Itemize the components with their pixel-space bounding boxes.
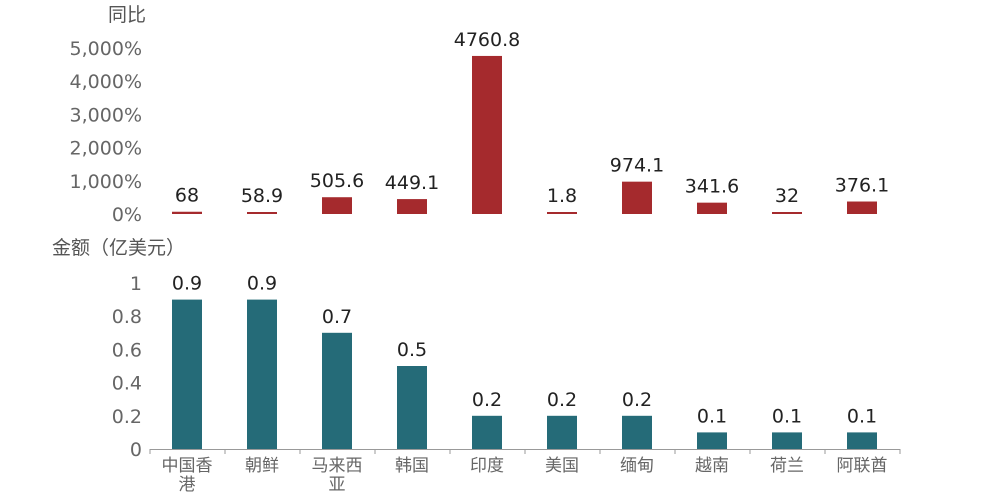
yoy-data-label: 974.1 bbox=[610, 155, 664, 177]
yoy-data-label: 58.9 bbox=[241, 185, 283, 207]
amount-data-label: 0.5 bbox=[397, 339, 427, 361]
amount-y-tick-label: 0.8 bbox=[112, 306, 142, 328]
amount-y-tick-label: 0.2 bbox=[112, 406, 142, 428]
amount-bar bbox=[472, 415, 502, 449]
x-category-label-line: 阿联酋 bbox=[837, 456, 888, 476]
yoy-bar bbox=[772, 212, 802, 214]
x-category-label-line: 马来西 bbox=[312, 456, 363, 476]
yoy-data-label: 449.1 bbox=[385, 172, 439, 194]
yoy-bar bbox=[397, 199, 427, 214]
amount-bar bbox=[397, 366, 427, 449]
x-category-label-line: 越南 bbox=[695, 456, 729, 476]
x-category-label-line: 印度 bbox=[470, 456, 504, 476]
yoy-y-tick-label: 1,000% bbox=[70, 171, 142, 193]
yoy-bar bbox=[847, 201, 877, 214]
amount-bar-chart: 0 0.2 0.4 0.6 0.8 1 0.9 0.9 0.7 0.5 0.2 0.2 0.2 0.1 0.… bbox=[112, 273, 901, 495]
x-category-label: 越南 bbox=[695, 456, 729, 476]
amount-bar bbox=[622, 415, 652, 449]
yoy-data-label: 505.6 bbox=[310, 170, 364, 192]
amount-y-tick-label: 0 bbox=[130, 439, 142, 461]
x-category-label: 朝鲜 bbox=[245, 456, 279, 476]
yoy-bar-chart: 0% 1,000% 2,000% 3,000% 4,000% 5,000% 68 58.9 50… bbox=[70, 29, 890, 226]
yoy-y-tick-label: 0% bbox=[112, 204, 142, 226]
yoy-bar bbox=[247, 212, 277, 214]
yoy-bar bbox=[172, 211, 202, 214]
yoy-bar bbox=[697, 202, 727, 214]
amount-bar bbox=[547, 415, 577, 449]
amount-y-tick-label: 0.4 bbox=[112, 373, 142, 395]
x-category-label: 阿联酋 bbox=[837, 456, 888, 476]
yoy-y-tick-label: 2,000% bbox=[70, 138, 142, 160]
amount-data-label: 0.2 bbox=[622, 389, 652, 411]
amount-data-label: 0.1 bbox=[697, 405, 727, 427]
amount-data-label: 0.2 bbox=[547, 389, 577, 411]
amount-data-label: 0.9 bbox=[247, 273, 277, 295]
yoy-data-label: 341.6 bbox=[685, 176, 739, 198]
amount-bar bbox=[247, 299, 277, 449]
x-category-label: 韩国 bbox=[395, 456, 429, 476]
yoy-data-label: 376.1 bbox=[835, 175, 889, 197]
yoy-data-label: 32 bbox=[775, 185, 799, 207]
x-category-label: 马来西亚 bbox=[312, 456, 363, 495]
x-category-label: 缅甸 bbox=[620, 456, 654, 476]
x-category-label-line: 亚 bbox=[329, 475, 346, 495]
amount-bar bbox=[847, 432, 877, 449]
x-category-label: 印度 bbox=[470, 456, 504, 476]
bottom-axis-title: 金额（亿美元） bbox=[52, 237, 185, 259]
yoy-y-tick-label: 5,000% bbox=[70, 38, 142, 60]
yoy-bar bbox=[547, 212, 577, 214]
x-category-label-line: 韩国 bbox=[395, 456, 429, 476]
x-category-label: 中国香港 bbox=[162, 456, 213, 495]
amount-data-label: 0.1 bbox=[847, 405, 877, 427]
amount-y-tick-label: 1 bbox=[130, 273, 142, 295]
x-category-label: 荷兰 bbox=[770, 456, 804, 476]
x-category-label-line: 朝鲜 bbox=[245, 456, 279, 476]
yoy-y-tick-label: 4,000% bbox=[70, 71, 142, 93]
x-category-label: 美国 bbox=[545, 456, 579, 476]
yoy-y-tick-label: 3,000% bbox=[70, 104, 142, 126]
amount-bar bbox=[697, 432, 727, 449]
yoy-bar bbox=[622, 181, 652, 214]
x-category-label-line: 港 bbox=[179, 475, 196, 495]
amount-data-label: 0.9 bbox=[172, 273, 202, 295]
yoy-data-label: 4760.8 bbox=[454, 29, 520, 51]
x-category-label-line: 美国 bbox=[545, 456, 579, 476]
amount-bar bbox=[772, 432, 802, 449]
amount-bar bbox=[172, 299, 202, 449]
amount-data-label: 0.2 bbox=[472, 389, 502, 411]
amount-y-tick-label: 0.6 bbox=[112, 339, 142, 361]
yoy-bar bbox=[322, 197, 352, 214]
top-axis-title: 同比 bbox=[108, 4, 146, 26]
amount-bar bbox=[322, 332, 352, 449]
x-category-label-line: 缅甸 bbox=[620, 456, 654, 476]
amount-data-label: 0.7 bbox=[322, 306, 352, 328]
yoy-data-label: 1.8 bbox=[547, 185, 577, 207]
x-category-label-line: 荷兰 bbox=[770, 456, 804, 476]
yoy-data-label: 68 bbox=[175, 185, 199, 207]
amount-data-label: 0.1 bbox=[772, 405, 802, 427]
x-category-label-line: 中国香 bbox=[162, 456, 213, 476]
yoy-bar bbox=[472, 55, 502, 215]
